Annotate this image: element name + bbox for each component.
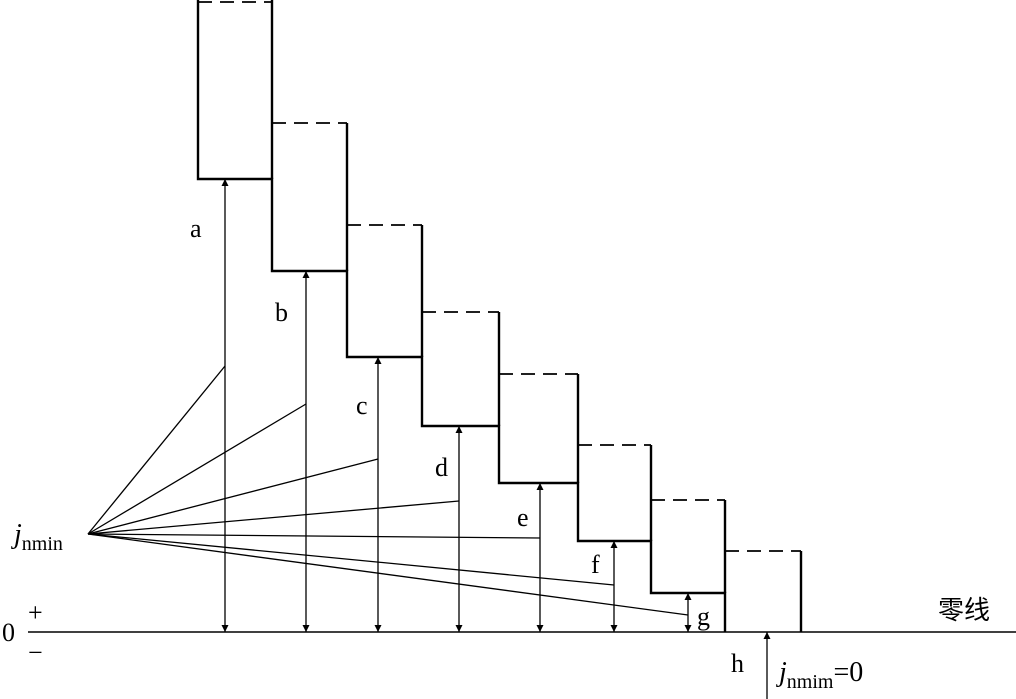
label-h: h <box>731 649 744 678</box>
label-e: e <box>517 503 529 532</box>
label-b: b <box>275 298 288 327</box>
h-note: jnmim=0 <box>776 657 863 693</box>
label-f: f <box>591 550 600 579</box>
zero-line-label: 零线 <box>938 596 990 626</box>
minus-sign: − <box>28 638 43 667</box>
plus-sign: + <box>28 598 43 627</box>
label-d: d <box>435 453 448 482</box>
label-g: g <box>697 602 710 631</box>
dashed-tops <box>198 1 801 552</box>
deviation-arrows <box>221 179 771 699</box>
label-a: a <box>190 214 202 243</box>
origin-label-subscript: nmin <box>22 533 63 555</box>
h-note-subscript: nmim <box>787 671 834 693</box>
label-c: c <box>356 391 368 420</box>
h-note-suffix: =0 <box>833 657 863 688</box>
origin-label: jnmin <box>11 519 63 555</box>
origin-label-base: j <box>11 519 22 550</box>
zero-label: 0 <box>2 618 15 647</box>
fan-lines <box>87 365 689 616</box>
h-note-base: j <box>776 657 787 688</box>
